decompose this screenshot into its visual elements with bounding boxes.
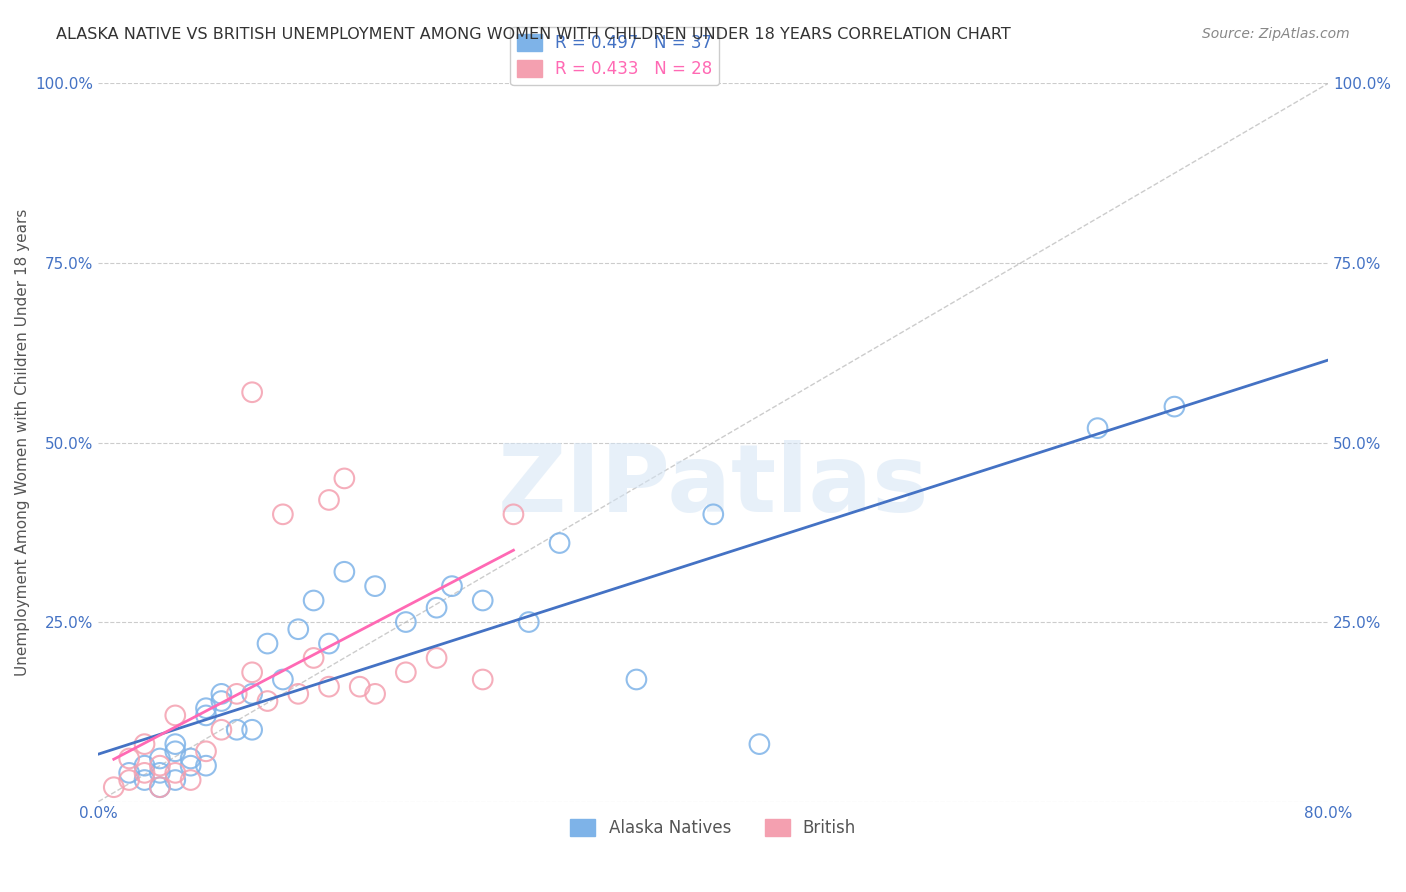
- Point: [364, 579, 387, 593]
- Point: [364, 687, 387, 701]
- Point: [287, 687, 309, 701]
- Point: [165, 744, 187, 758]
- Point: [134, 765, 156, 780]
- Text: ZIPatlas: ZIPatlas: [498, 440, 929, 532]
- Point: [165, 737, 187, 751]
- Point: [702, 508, 724, 522]
- Point: [1087, 421, 1109, 435]
- Point: [118, 765, 141, 780]
- Point: [165, 772, 187, 787]
- Point: [548, 536, 571, 550]
- Point: [180, 751, 202, 765]
- Point: [333, 471, 356, 485]
- Point: [318, 680, 340, 694]
- Point: [240, 665, 263, 680]
- Point: [502, 508, 524, 522]
- Y-axis label: Unemployment Among Women with Children Under 18 years: Unemployment Among Women with Children U…: [15, 209, 30, 676]
- Point: [302, 651, 325, 665]
- Point: [134, 737, 156, 751]
- Point: [165, 765, 187, 780]
- Point: [333, 565, 356, 579]
- Point: [118, 772, 141, 787]
- Point: [748, 737, 770, 751]
- Point: [517, 615, 540, 629]
- Point: [225, 687, 247, 701]
- Point: [165, 708, 187, 723]
- Point: [209, 687, 232, 701]
- Point: [440, 579, 463, 593]
- Point: [240, 687, 263, 701]
- Point: [271, 673, 294, 687]
- Point: [180, 758, 202, 772]
- Point: [149, 780, 172, 795]
- Point: [426, 600, 449, 615]
- Text: Source: ZipAtlas.com: Source: ZipAtlas.com: [1202, 27, 1350, 41]
- Point: [240, 385, 263, 400]
- Point: [149, 765, 172, 780]
- Point: [195, 758, 218, 772]
- Point: [149, 780, 172, 795]
- Point: [318, 492, 340, 507]
- Point: [256, 694, 278, 708]
- Point: [195, 708, 218, 723]
- Point: [349, 680, 371, 694]
- Point: [134, 758, 156, 772]
- Point: [471, 593, 494, 607]
- Point: [395, 665, 418, 680]
- Point: [240, 723, 263, 737]
- Legend: Alaska Natives, British: Alaska Natives, British: [564, 812, 863, 844]
- Text: ALASKA NATIVE VS BRITISH UNEMPLOYMENT AMONG WOMEN WITH CHILDREN UNDER 18 YEARS C: ALASKA NATIVE VS BRITISH UNEMPLOYMENT AM…: [56, 27, 1011, 42]
- Point: [302, 593, 325, 607]
- Point: [103, 780, 125, 795]
- Point: [195, 744, 218, 758]
- Point: [426, 651, 449, 665]
- Point: [134, 772, 156, 787]
- Point: [1163, 400, 1185, 414]
- Point: [180, 772, 202, 787]
- Point: [471, 673, 494, 687]
- Point: [287, 622, 309, 636]
- Point: [149, 751, 172, 765]
- Point: [209, 694, 232, 708]
- Point: [256, 637, 278, 651]
- Point: [149, 758, 172, 772]
- Point: [118, 751, 141, 765]
- Point: [271, 508, 294, 522]
- Point: [626, 673, 648, 687]
- Point: [209, 723, 232, 737]
- Point: [195, 701, 218, 715]
- Point: [225, 723, 247, 737]
- Point: [318, 637, 340, 651]
- Point: [395, 615, 418, 629]
